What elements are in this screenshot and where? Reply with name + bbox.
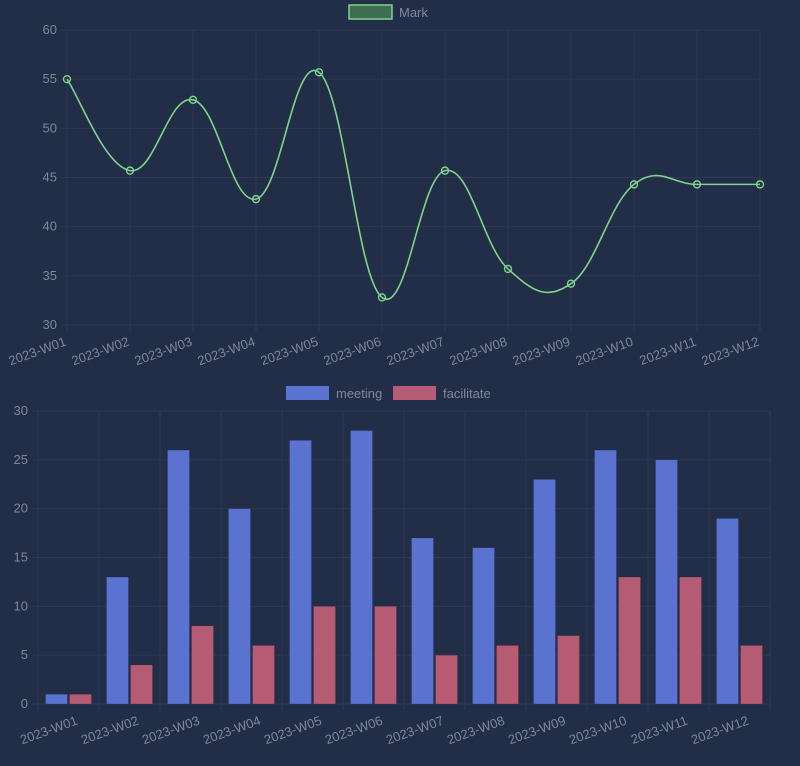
x-tick-label: 2023-W09 [506,713,567,748]
bar-meeting-mark [594,449,617,705]
y-tick-label: 45 [43,170,57,185]
bar-facilitate-mark [191,625,214,705]
y-tick-label: 60 [43,22,57,37]
x-tick-label: 2023-W01 [18,713,79,748]
x-tick-label: 2023-W10 [574,334,635,369]
x-tick-label: 2023-W01 [7,334,68,369]
data-point-mark [188,95,198,105]
bar-facilitate-mark [496,645,519,705]
legend-swatch-meeting [286,386,329,400]
y-tick-label: 20 [14,501,28,516]
data-point-mark [314,68,324,77]
y-tick-label: 30 [14,403,28,418]
x-tick-label: 2023-W03 [133,334,194,369]
x-tick-label: 2023-W02 [70,334,131,369]
bar-meeting-mark [716,518,739,705]
legend-label-meeting: meeting [336,386,382,401]
bar-facilitate-mark [740,645,763,705]
x-tick-label: 2023-W09 [511,334,572,369]
x-tick-label: 2023-W11 [629,713,690,747]
x-tick-label: 2023-W04 [201,713,262,748]
y-tick-label: 40 [43,219,57,234]
x-tick-label: 2023-W12 [700,334,761,369]
bar-meeting-mark [106,576,129,705]
x-tick-label: 2023-W08 [445,713,506,748]
x-tick-label: 2023-W03 [140,713,201,748]
y-tick-label: 15 [14,550,28,565]
data-point-mark [62,74,72,84]
bar-meeting-mark [167,449,190,705]
legend-label-facilitate: facilitate [443,386,491,401]
y-tick-label: 25 [14,452,28,467]
bar-meeting-mark [472,547,495,705]
bar-facilitate-mark [374,606,397,705]
bar-facilitate-mark [618,576,641,705]
data-point-mark [440,166,450,175]
bar-meeting-mark [228,508,251,705]
series-line-mark [66,69,760,301]
data-point-mark [503,264,513,274]
bar-meeting-mark [289,440,312,705]
y-tick-label: 0 [21,696,28,711]
bar-facilitate-mark [252,645,275,705]
x-tick-label: 2023-W10 [567,713,628,748]
bar-facilitate-mark [557,635,580,705]
legend-label-mark: Mark [399,5,428,20]
bar-facilitate-mark [435,654,458,705]
x-tick-label: 2023-W08 [448,334,509,369]
bar-meeting-mark [45,693,68,705]
data-point-mark [692,180,702,189]
y-tick-label: 30 [43,317,57,332]
bar-meeting-mark [411,537,434,705]
x-tick-label: 2023-W06 [323,713,384,748]
data-point-mark [566,279,576,288]
x-tick-label: 2023-W04 [196,334,257,369]
y-tick-label: 5 [21,647,28,662]
bar-meeting-mark [350,430,373,705]
data-point-mark [125,166,135,175]
y-tick-label: 50 [43,120,57,135]
bar-meeting-mark [533,479,556,705]
legend-bars: meeting facilitate [286,386,491,401]
legend-swatch-facilitate [393,386,436,400]
x-tick-label: 2023-W06 [322,334,383,369]
x-tick-label: 2023-W07 [384,713,445,748]
bar-facilitate-mark [679,576,702,705]
data-point-mark [629,180,639,189]
data-point-mark [251,194,261,204]
x-tick-label: 2023-W12 [689,713,750,748]
y-tick-label: 35 [43,268,57,283]
x-tick-label: 2023-W11 [637,334,698,368]
data-point-mark [377,293,387,302]
bar-meeting-mark [655,459,678,705]
data-point-mark [755,180,765,189]
bar-facilitate-mark [130,664,153,705]
y-tick-label: 55 [43,71,57,86]
legend-swatch-mark [348,4,393,20]
x-tick-label: 2023-W02 [79,713,140,748]
legend-line: Mark [348,4,428,20]
bar-facilitate-mark [69,693,92,705]
bar-facilitate-mark [313,606,336,705]
x-tick-label: 2023-W07 [385,334,446,369]
x-tick-label: 2023-W05 [262,713,323,748]
y-tick-label: 10 [14,598,28,613]
x-tick-label: 2023-W05 [259,334,320,369]
